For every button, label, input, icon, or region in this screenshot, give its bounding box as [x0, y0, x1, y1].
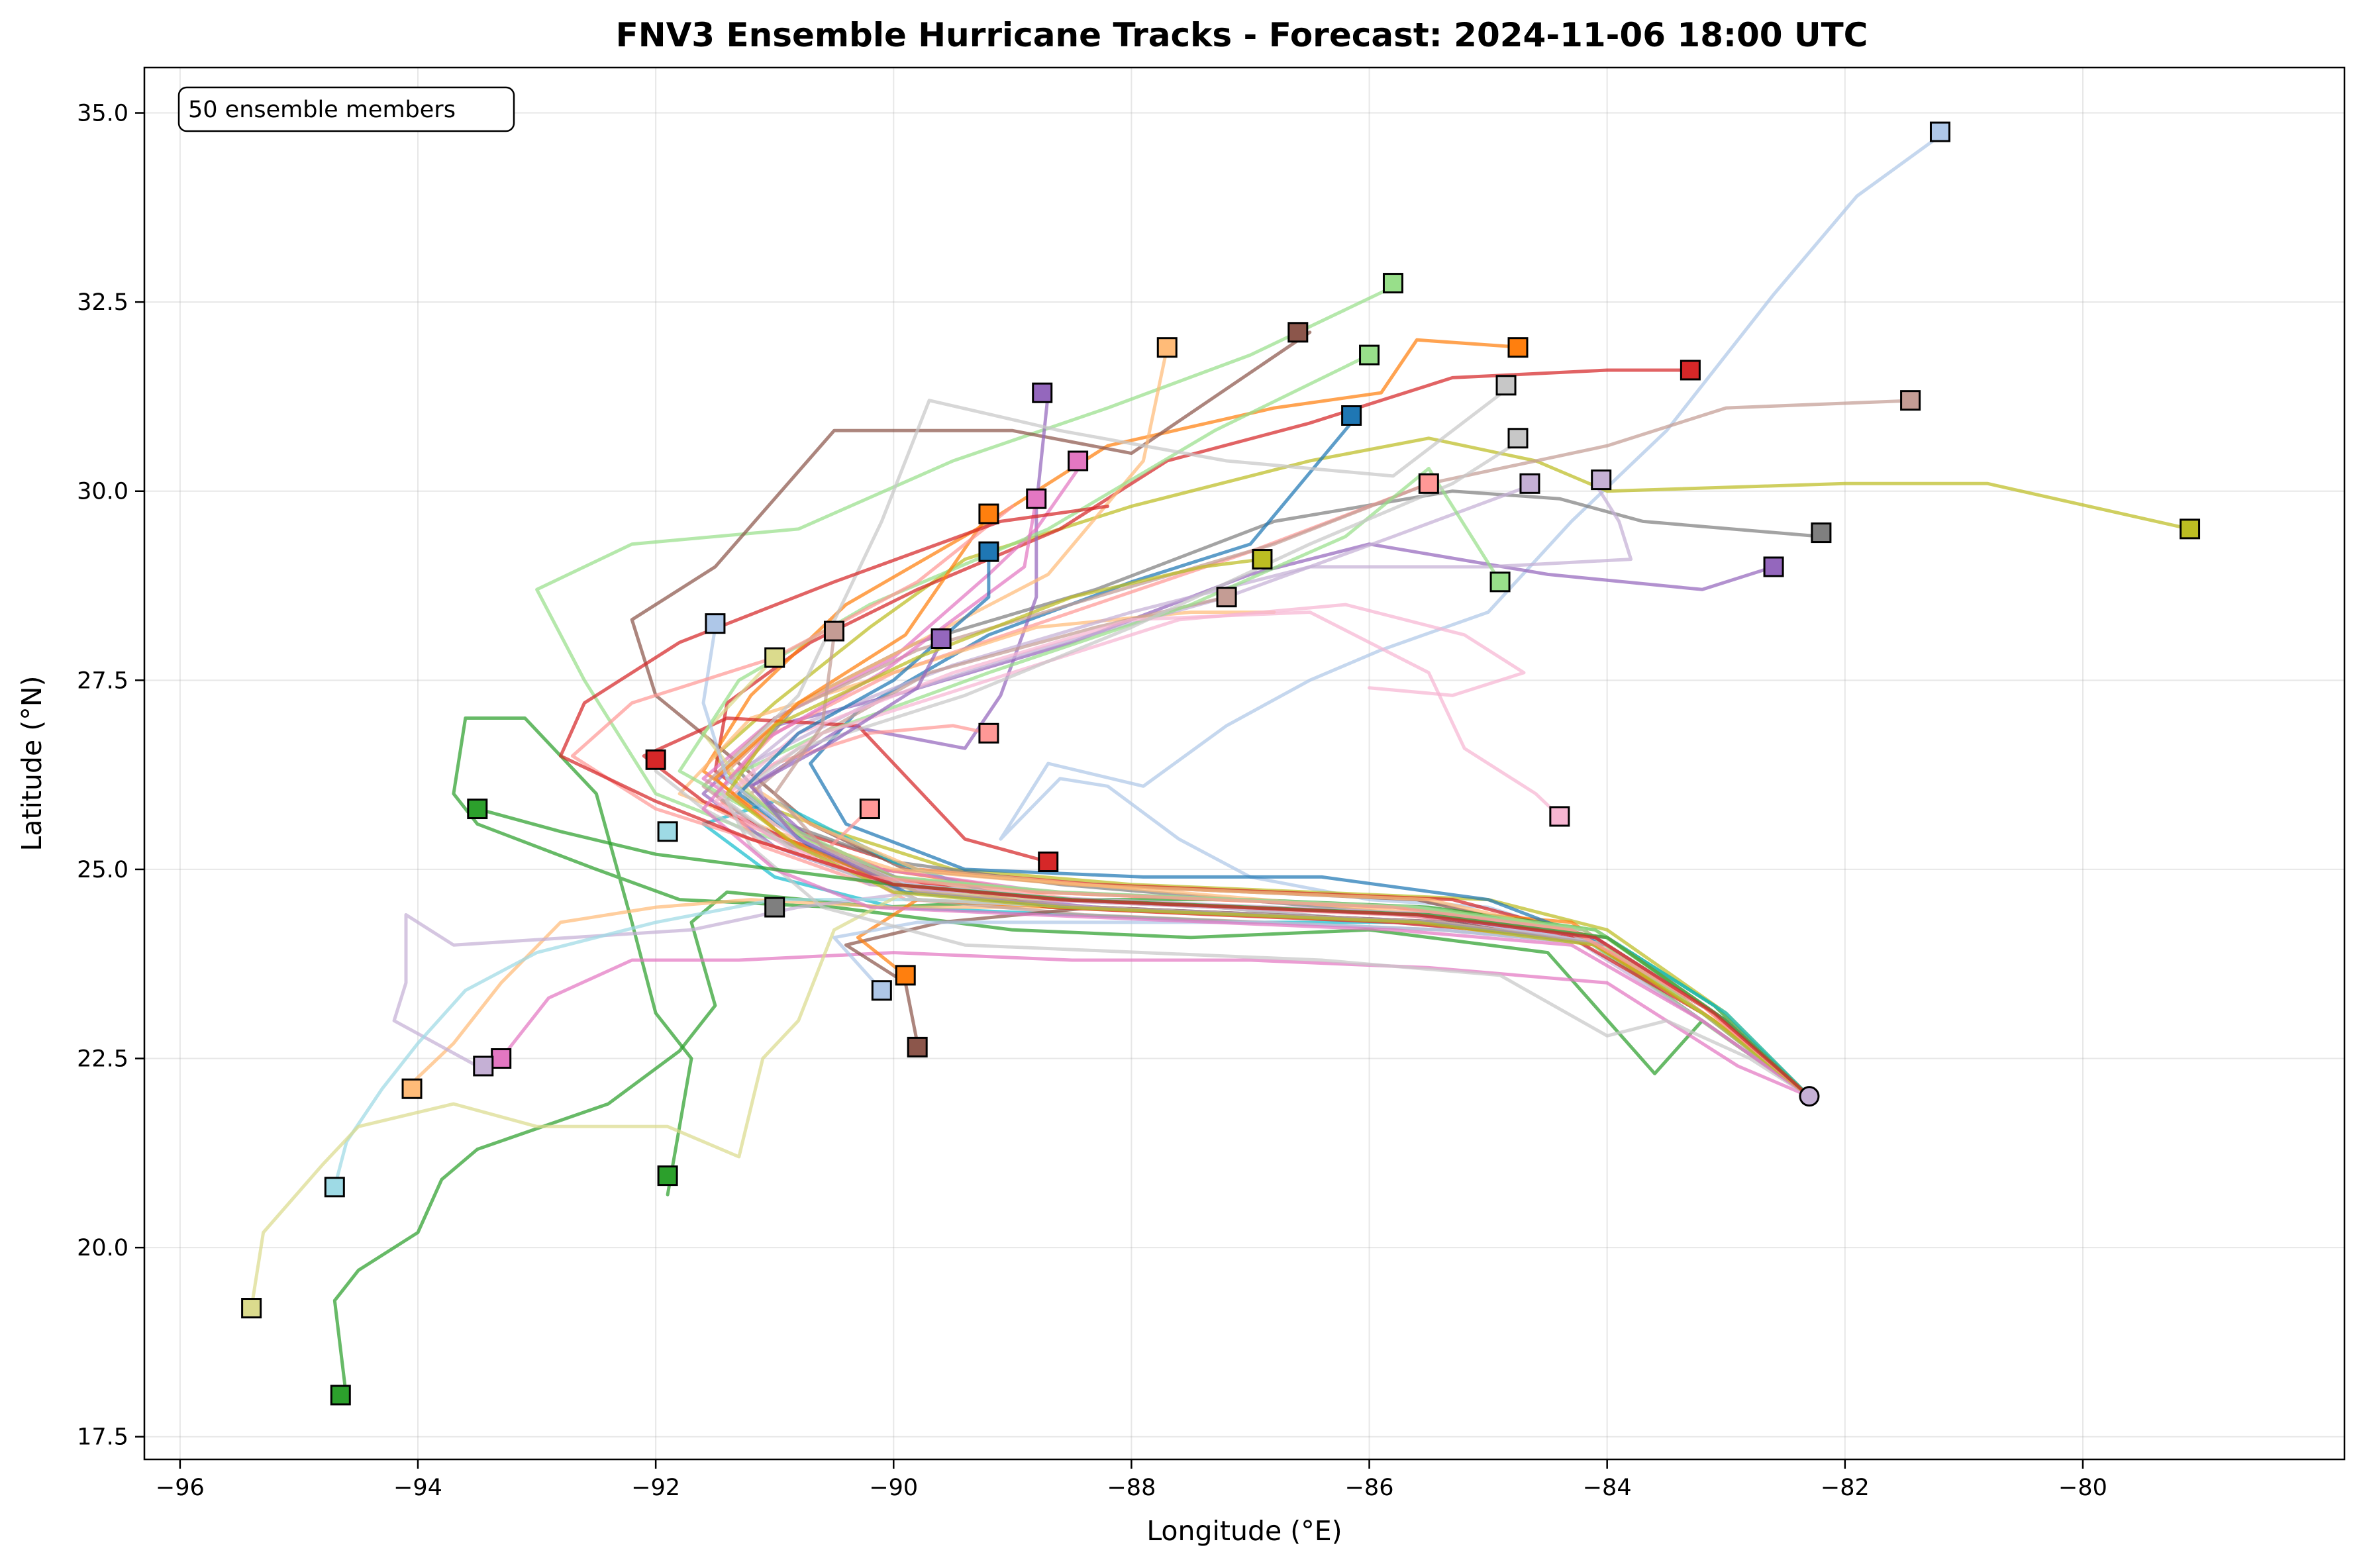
end-marker [930, 628, 952, 650]
end-marker [859, 799, 880, 820]
end-marker [1287, 322, 1309, 343]
end-markers [241, 121, 2201, 1406]
end-marker [1507, 337, 1529, 358]
y-tick-label: 22.5 [77, 1046, 128, 1073]
origin-marker [1799, 1086, 1820, 1107]
end-marker [473, 1055, 494, 1077]
end-marker [1495, 375, 1517, 396]
end-marker [467, 799, 488, 820]
y-axis-ticks: 17.5 20.0 22.5 25.0 27.5 30.0 32.5 35.0 [77, 101, 144, 1451]
end-marker [1811, 522, 1832, 544]
y-tick-label: 32.5 [77, 289, 128, 316]
x-axis-ticks: −96 −94 −92 −90 −88 −86 −84 −82 −80 [156, 1459, 2107, 1501]
y-tick-label: 25.0 [77, 857, 128, 883]
track-line [713, 368, 1811, 1099]
end-marker [2180, 518, 2201, 540]
annotation-frame [177, 86, 515, 132]
annotation-box: 50 ensemble members [177, 86, 515, 132]
x-tick-label: −88 [1107, 1475, 1156, 1501]
end-marker [1507, 428, 1529, 449]
chart-title: FNV3 Ensemble Hurricane Tracks - Forecas… [616, 16, 1868, 54]
end-marker [1068, 450, 1089, 471]
track-lines [250, 134, 2192, 1401]
track-line [499, 951, 1811, 1099]
plot-area [144, 68, 2344, 1459]
end-marker [895, 965, 916, 986]
end-marker [823, 620, 844, 642]
end-marker [401, 1078, 423, 1099]
x-tick-label: −80 [2058, 1475, 2107, 1501]
end-marker [324, 1177, 345, 1198]
end-marker [657, 1165, 678, 1187]
end-marker [1359, 344, 1380, 366]
end-marker [1519, 473, 1540, 494]
axes-frame [143, 66, 2346, 1461]
end-marker [1489, 571, 1511, 593]
x-tick-label: −82 [1821, 1475, 1870, 1501]
end-marker [1038, 852, 1059, 873]
end-marker [978, 722, 999, 744]
end-marker [1418, 473, 1439, 494]
end-marker [705, 613, 726, 634]
end-marker [1929, 121, 1950, 142]
end-marker [1156, 337, 1178, 358]
y-tick-label: 27.5 [77, 667, 128, 694]
end-marker [1900, 390, 1921, 411]
end-marker [764, 897, 785, 918]
end-marker [1341, 405, 1362, 426]
x-tick-label: −94 [393, 1475, 442, 1501]
annotation-text: 50 ensemble members [188, 97, 456, 123]
end-marker [907, 1036, 928, 1057]
end-marker [1549, 806, 1570, 827]
x-tick-label: −96 [156, 1475, 205, 1501]
origin-marker-layer [1799, 1086, 1820, 1107]
end-marker [1032, 382, 1053, 403]
track-line [713, 383, 1811, 1099]
x-tick-label: −92 [631, 1475, 680, 1501]
end-marker [978, 541, 999, 562]
end-marker [764, 647, 785, 668]
end-marker [241, 1298, 262, 1319]
end-marker [1382, 273, 1403, 294]
x-tick-label: −90 [869, 1475, 918, 1501]
x-axis-title: Longitude (°E) [1146, 1515, 1342, 1547]
end-marker [1026, 488, 1047, 509]
y-tick-label: 17.5 [77, 1424, 128, 1451]
end-marker [1591, 469, 1612, 491]
end-marker [330, 1385, 351, 1406]
end-marker [978, 503, 999, 524]
end-marker [657, 821, 678, 842]
track-line [452, 716, 1811, 1197]
y-tick-label: 35.0 [77, 101, 128, 127]
end-marker [645, 749, 666, 770]
end-marker [871, 980, 892, 1001]
track-line [559, 505, 1811, 1099]
x-tick-label: −86 [1345, 1475, 1394, 1501]
end-marker [1763, 556, 1784, 577]
end-marker [491, 1048, 512, 1069]
end-marker [1680, 360, 1701, 381]
end-marker [1252, 549, 1273, 570]
x-tick-label: −84 [1583, 1475, 1632, 1501]
track-line [701, 497, 1811, 1099]
end-marker [1216, 587, 1237, 608]
y-tick-label: 30.0 [77, 479, 128, 505]
y-tick-label: 20.0 [77, 1235, 128, 1261]
y-axis-title: Latitude (°N) [16, 676, 48, 852]
